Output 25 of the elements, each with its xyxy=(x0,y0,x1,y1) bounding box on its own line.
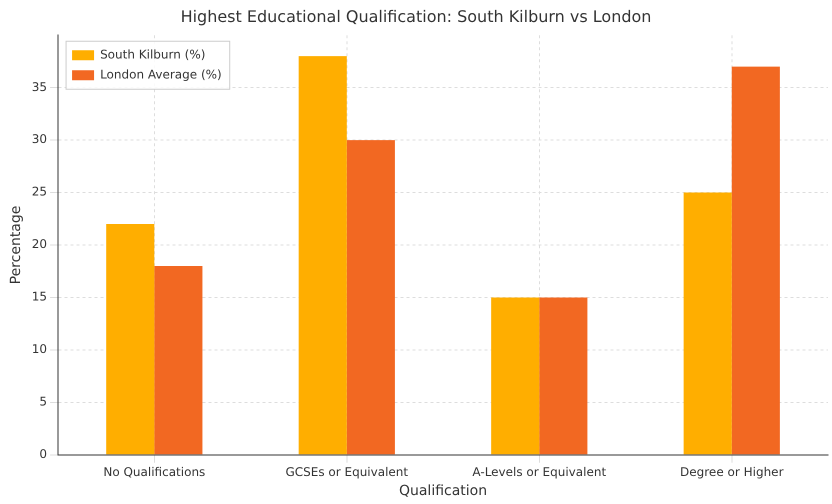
x-tick-label: GCSEs or Equivalent xyxy=(285,465,408,480)
bar xyxy=(298,56,347,454)
legend-label: South Kilburn (%) xyxy=(100,47,206,62)
bar xyxy=(346,140,395,454)
y-tick-label: 35 xyxy=(32,80,48,94)
y-tick-label: 30 xyxy=(32,132,48,146)
x-tick-label: A-Levels or Equivalent xyxy=(472,465,606,480)
legend-label: London Average (%) xyxy=(100,67,222,82)
y-tick-label: 25 xyxy=(32,184,48,199)
bar xyxy=(491,297,540,454)
y-tick-label: 20 xyxy=(32,237,48,252)
x-tick-label: No Qualifications xyxy=(103,465,206,480)
bar xyxy=(106,224,154,454)
y-axis-title: Percentage xyxy=(8,206,24,284)
y-tick-label: 15 xyxy=(32,290,48,304)
bar xyxy=(154,266,202,454)
y-tick-label: 10 xyxy=(32,342,48,356)
x-axis-title: Qualification xyxy=(398,483,488,500)
bar xyxy=(732,66,780,454)
x-tick-label: Degree or Higher xyxy=(680,465,784,480)
chart-title: Highest Educational Qualification: South Kilburn vs London xyxy=(180,6,652,26)
bar xyxy=(684,192,732,454)
y-tick-label: 5 xyxy=(39,394,48,408)
y-tick-label: 0 xyxy=(39,446,48,461)
bar xyxy=(539,297,588,454)
